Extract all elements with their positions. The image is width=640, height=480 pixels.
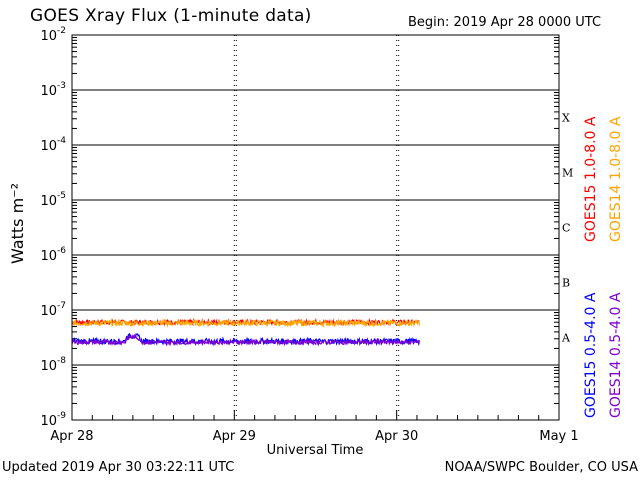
y-tick-label: 10-5 bbox=[40, 191, 66, 209]
flare-class-label: M bbox=[562, 167, 573, 180]
y-tick-label: 10-2 bbox=[40, 26, 66, 44]
y-tick-label: 10-3 bbox=[40, 81, 66, 99]
credit-label: NOAA/SWPC Boulder, CO USA bbox=[444, 460, 638, 475]
y-tick-labels: 10-2 10-3 10-4 10-5 10-6 10-7 10-8 10-9 bbox=[40, 26, 66, 429]
x-tick-labels: Apr 28 Apr 29 Apr 30 May 1 bbox=[50, 429, 578, 444]
flare-class-label: X bbox=[562, 112, 570, 125]
y-tick-label: 10-6 bbox=[40, 246, 66, 264]
series-line-2 bbox=[71, 318, 420, 328]
flare-class-label: B bbox=[562, 277, 570, 290]
chart-title: GOES Xray Flux (1-minute data) bbox=[30, 6, 312, 26]
flare-class-labels: X M C B A bbox=[561, 112, 573, 345]
x-tick-label: Apr 30 bbox=[375, 429, 418, 444]
flare-class-label: A bbox=[561, 332, 571, 345]
x-tick-label: Apr 29 bbox=[213, 429, 256, 444]
y-tick-label: 10-8 bbox=[40, 356, 66, 374]
plot-frame bbox=[71, 34, 560, 421]
legend-goes14-short: GOES14 0.5-4.0 A bbox=[608, 292, 624, 418]
updated-time-label: Updated 2019 Apr 30 03:22:11 UTC bbox=[2, 460, 235, 475]
y-tick-label: 10-4 bbox=[40, 136, 66, 154]
x-tick-label: Apr 28 bbox=[50, 429, 93, 444]
series-line-4 bbox=[71, 333, 420, 347]
begin-time-label: Begin: 2019 Apr 28 0000 UTC bbox=[408, 15, 602, 30]
series-layer bbox=[71, 317, 420, 347]
x-tick-label: May 1 bbox=[539, 429, 578, 444]
legend-goes14-long: GOES14 1.0-8.0 A bbox=[608, 116, 624, 242]
legend-goes15-short: GOES15 0.5-4.0 A bbox=[583, 292, 599, 418]
legend-goes15-long: GOES15 1.0-8.0 A bbox=[583, 116, 599, 242]
y-tick-label: 10-7 bbox=[40, 301, 66, 319]
x-axis-label: Universal Time bbox=[267, 443, 364, 458]
grid-layer bbox=[71, 35, 560, 420]
y-tick-label: 10-9 bbox=[40, 411, 66, 429]
flare-class-label: C bbox=[562, 222, 570, 235]
y-axis-label: Watts m⁻² bbox=[8, 182, 27, 264]
